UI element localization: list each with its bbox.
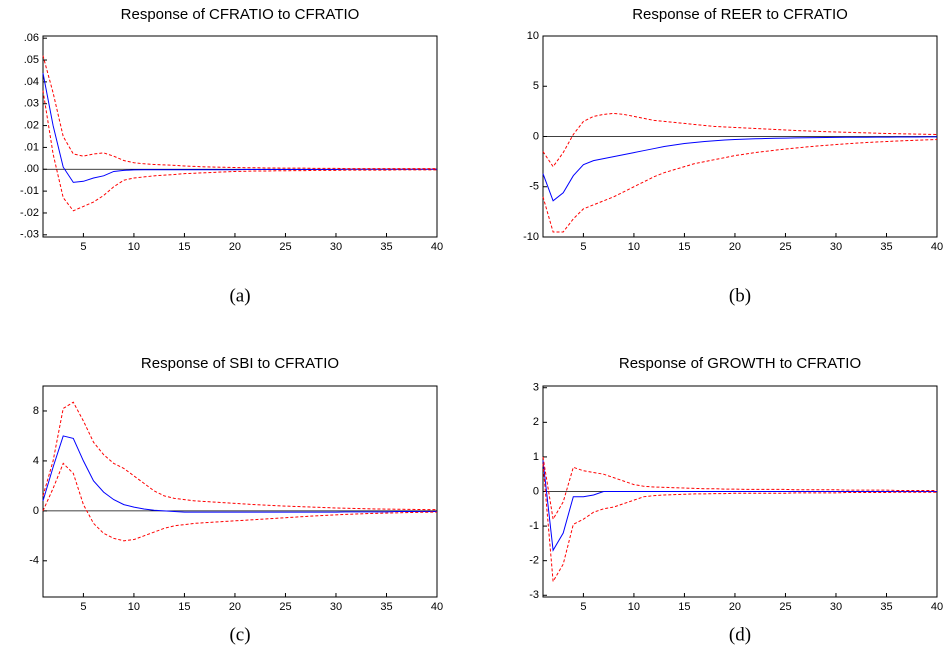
y-tick-label: -.02 — [20, 207, 39, 219]
y-tick-label: 10 — [527, 30, 539, 42]
y-tick-label: -3 — [529, 589, 539, 601]
x-tick-label: 30 — [830, 241, 842, 253]
response-line — [42, 435, 437, 513]
y-tick-label: 1 — [533, 451, 539, 463]
y-tick-label: .00 — [24, 163, 39, 175]
x-tick-label: 40 — [431, 601, 443, 613]
y-tick-label: 0 — [533, 130, 539, 142]
x-tick-label: 40 — [931, 241, 943, 253]
x-tick-label: 20 — [729, 241, 741, 253]
y-tick-label: -5 — [529, 181, 539, 193]
y-tick-label: 4 — [33, 455, 39, 467]
x-tick-label: 40 — [931, 601, 943, 613]
x-tick-label: 35 — [880, 241, 892, 253]
x-tick-label: 20 — [229, 241, 241, 253]
chart-title: Response of CFRATIO to CFRATIO — [121, 6, 360, 23]
x-tick-label: 35 — [880, 601, 892, 613]
chart-title: Response of REER to CFRATIO — [632, 6, 848, 23]
response-line — [542, 463, 937, 584]
x-tick-label: 25 — [779, 601, 791, 613]
x-tick-label: 10 — [128, 241, 140, 253]
x-tick-label: 10 — [628, 601, 640, 613]
y-tick-label: .05 — [24, 54, 39, 66]
y-tick-label: .03 — [24, 98, 39, 110]
chart-title: Response of GROWTH to CFRATIO — [619, 355, 861, 372]
response-line — [42, 55, 437, 170]
y-tick-label: 5 — [533, 80, 539, 92]
response-line — [542, 112, 938, 168]
plot-frame — [42, 35, 438, 238]
x-tick-label: 35 — [380, 601, 392, 613]
y-tick-label: -.01 — [20, 185, 39, 197]
x-tick-label: 10 — [128, 601, 140, 613]
y-tick-label: .06 — [24, 32, 39, 44]
y-tick-label: .02 — [24, 119, 39, 131]
x-tick-label: 25 — [279, 601, 291, 613]
y-tick-label: -4 — [29, 555, 39, 567]
x-tick-label: 35 — [380, 241, 392, 253]
x-tick-label: 5 — [80, 601, 86, 613]
y-tick-label: 3 — [533, 382, 539, 394]
x-tick-label: 30 — [330, 241, 342, 253]
y-tick-label: .04 — [24, 76, 39, 88]
x-tick-label: 20 — [229, 601, 241, 613]
x-tick-label: 15 — [178, 601, 190, 613]
x-tick-label: 10 — [628, 241, 640, 253]
y-tick-label: -1 — [529, 520, 539, 532]
response-line — [42, 401, 437, 511]
caption: (b) — [729, 285, 751, 306]
x-tick-label: 20 — [729, 601, 741, 613]
caption: (c) — [229, 624, 250, 645]
caption: (d) — [729, 624, 751, 645]
x-tick-label: 30 — [330, 601, 342, 613]
y-tick-label: -2 — [529, 555, 539, 567]
x-tick-label: 15 — [678, 241, 690, 253]
x-tick-label: 30 — [830, 601, 842, 613]
caption: (a) — [229, 285, 250, 306]
y-tick-label: -.03 — [20, 229, 39, 241]
chart-title: Response of SBI to CFRATIO — [141, 355, 339, 372]
plot-frame — [42, 385, 438, 598]
y-tick-label: 0 — [533, 485, 539, 497]
x-tick-label: 15 — [678, 601, 690, 613]
response-line — [542, 136, 937, 202]
response-line — [42, 90, 437, 212]
response-line — [42, 462, 438, 542]
x-tick-label: 25 — [779, 241, 791, 253]
x-tick-label: 5 — [580, 241, 586, 253]
x-tick-label: 25 — [279, 241, 291, 253]
y-tick-label: -10 — [523, 231, 539, 243]
response-line — [42, 73, 437, 183]
y-tick-label: .01 — [24, 141, 39, 153]
response-line — [542, 460, 937, 552]
response-line — [542, 139, 938, 233]
y-tick-label: 0 — [33, 505, 39, 517]
x-tick-label: 15 — [178, 241, 190, 253]
x-tick-label: 5 — [80, 241, 86, 253]
response-line — [542, 456, 937, 521]
x-tick-label: 40 — [431, 241, 443, 253]
x-tick-label: 5 — [580, 601, 586, 613]
y-tick-label: 8 — [33, 405, 39, 417]
y-tick-label: 2 — [533, 416, 539, 428]
